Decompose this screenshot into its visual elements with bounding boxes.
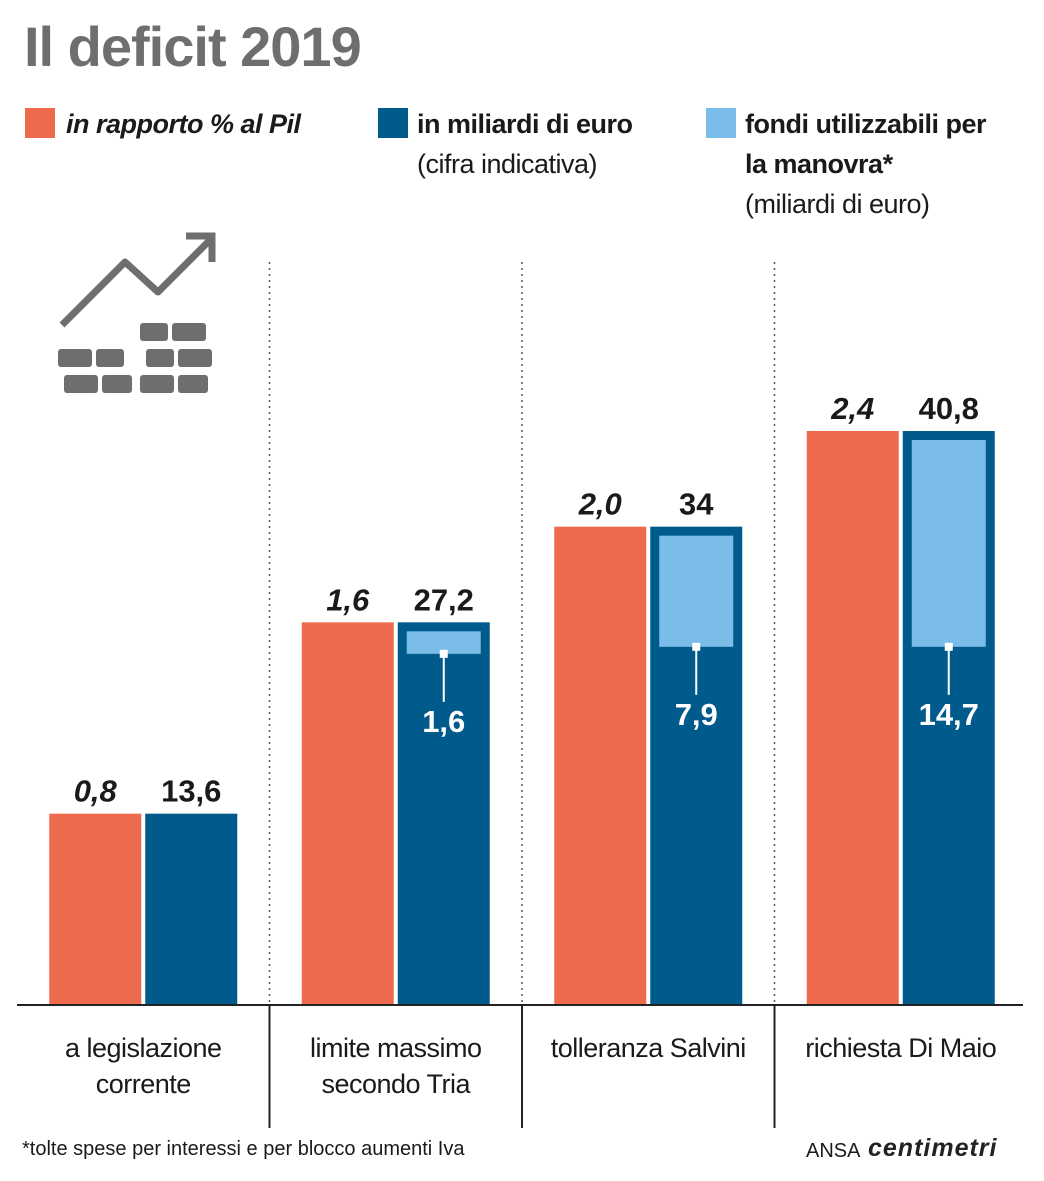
value-label: 2,4 (830, 391, 874, 426)
legend-swatch (25, 108, 55, 138)
x-tick-label: a legislazione corrente (64, 1033, 222, 1099)
value-label: 7,9 (675, 697, 718, 732)
value-label: 2,0 (578, 487, 622, 522)
x-tick-label: limite massimo secondo Tria (309, 1033, 482, 1099)
value-label: 34 (679, 487, 714, 522)
connector-dot (692, 642, 701, 651)
value-label: 1,6 (326, 582, 370, 617)
legend-label: in miliardi di euro (417, 109, 633, 139)
icon (58, 232, 216, 393)
legend-swatch (378, 108, 408, 138)
footnote: *tolte spese per interessi e per blocco … (22, 1138, 465, 1160)
x-tick-label: richiesta Di Maio (805, 1033, 997, 1063)
legend-label: in rapporto % al Pil (66, 109, 301, 139)
connector-dot (439, 649, 448, 658)
x-tick-label: tolleranza Salvini (550, 1033, 747, 1063)
bar (406, 631, 481, 654)
bar (806, 431, 899, 1005)
value-label: 1,6 (422, 704, 465, 739)
legend-swatch (706, 108, 736, 138)
value-label: 27,2 (414, 582, 474, 617)
connector-dot (944, 642, 953, 651)
logo: centimetri (868, 1134, 998, 1162)
legend-note: (cifra indicativa) (417, 149, 598, 179)
chart-title: Il deficit 2019 (24, 15, 362, 78)
bar (911, 440, 986, 647)
source: ANSA (806, 1140, 861, 1162)
bar (49, 813, 142, 1005)
value-label: 0,8 (74, 774, 118, 809)
bar (145, 813, 238, 1005)
legend-label: fondi utilizzabili per la manovra* (745, 109, 987, 179)
bar (301, 622, 394, 1005)
value-label: 14,7 (919, 697, 979, 732)
bar (659, 535, 734, 647)
legend-note: (miliardi di euro) (745, 189, 930, 219)
value-label: 40,8 (919, 391, 979, 426)
value-label: 13,6 (161, 774, 221, 809)
bar (554, 526, 647, 1005)
